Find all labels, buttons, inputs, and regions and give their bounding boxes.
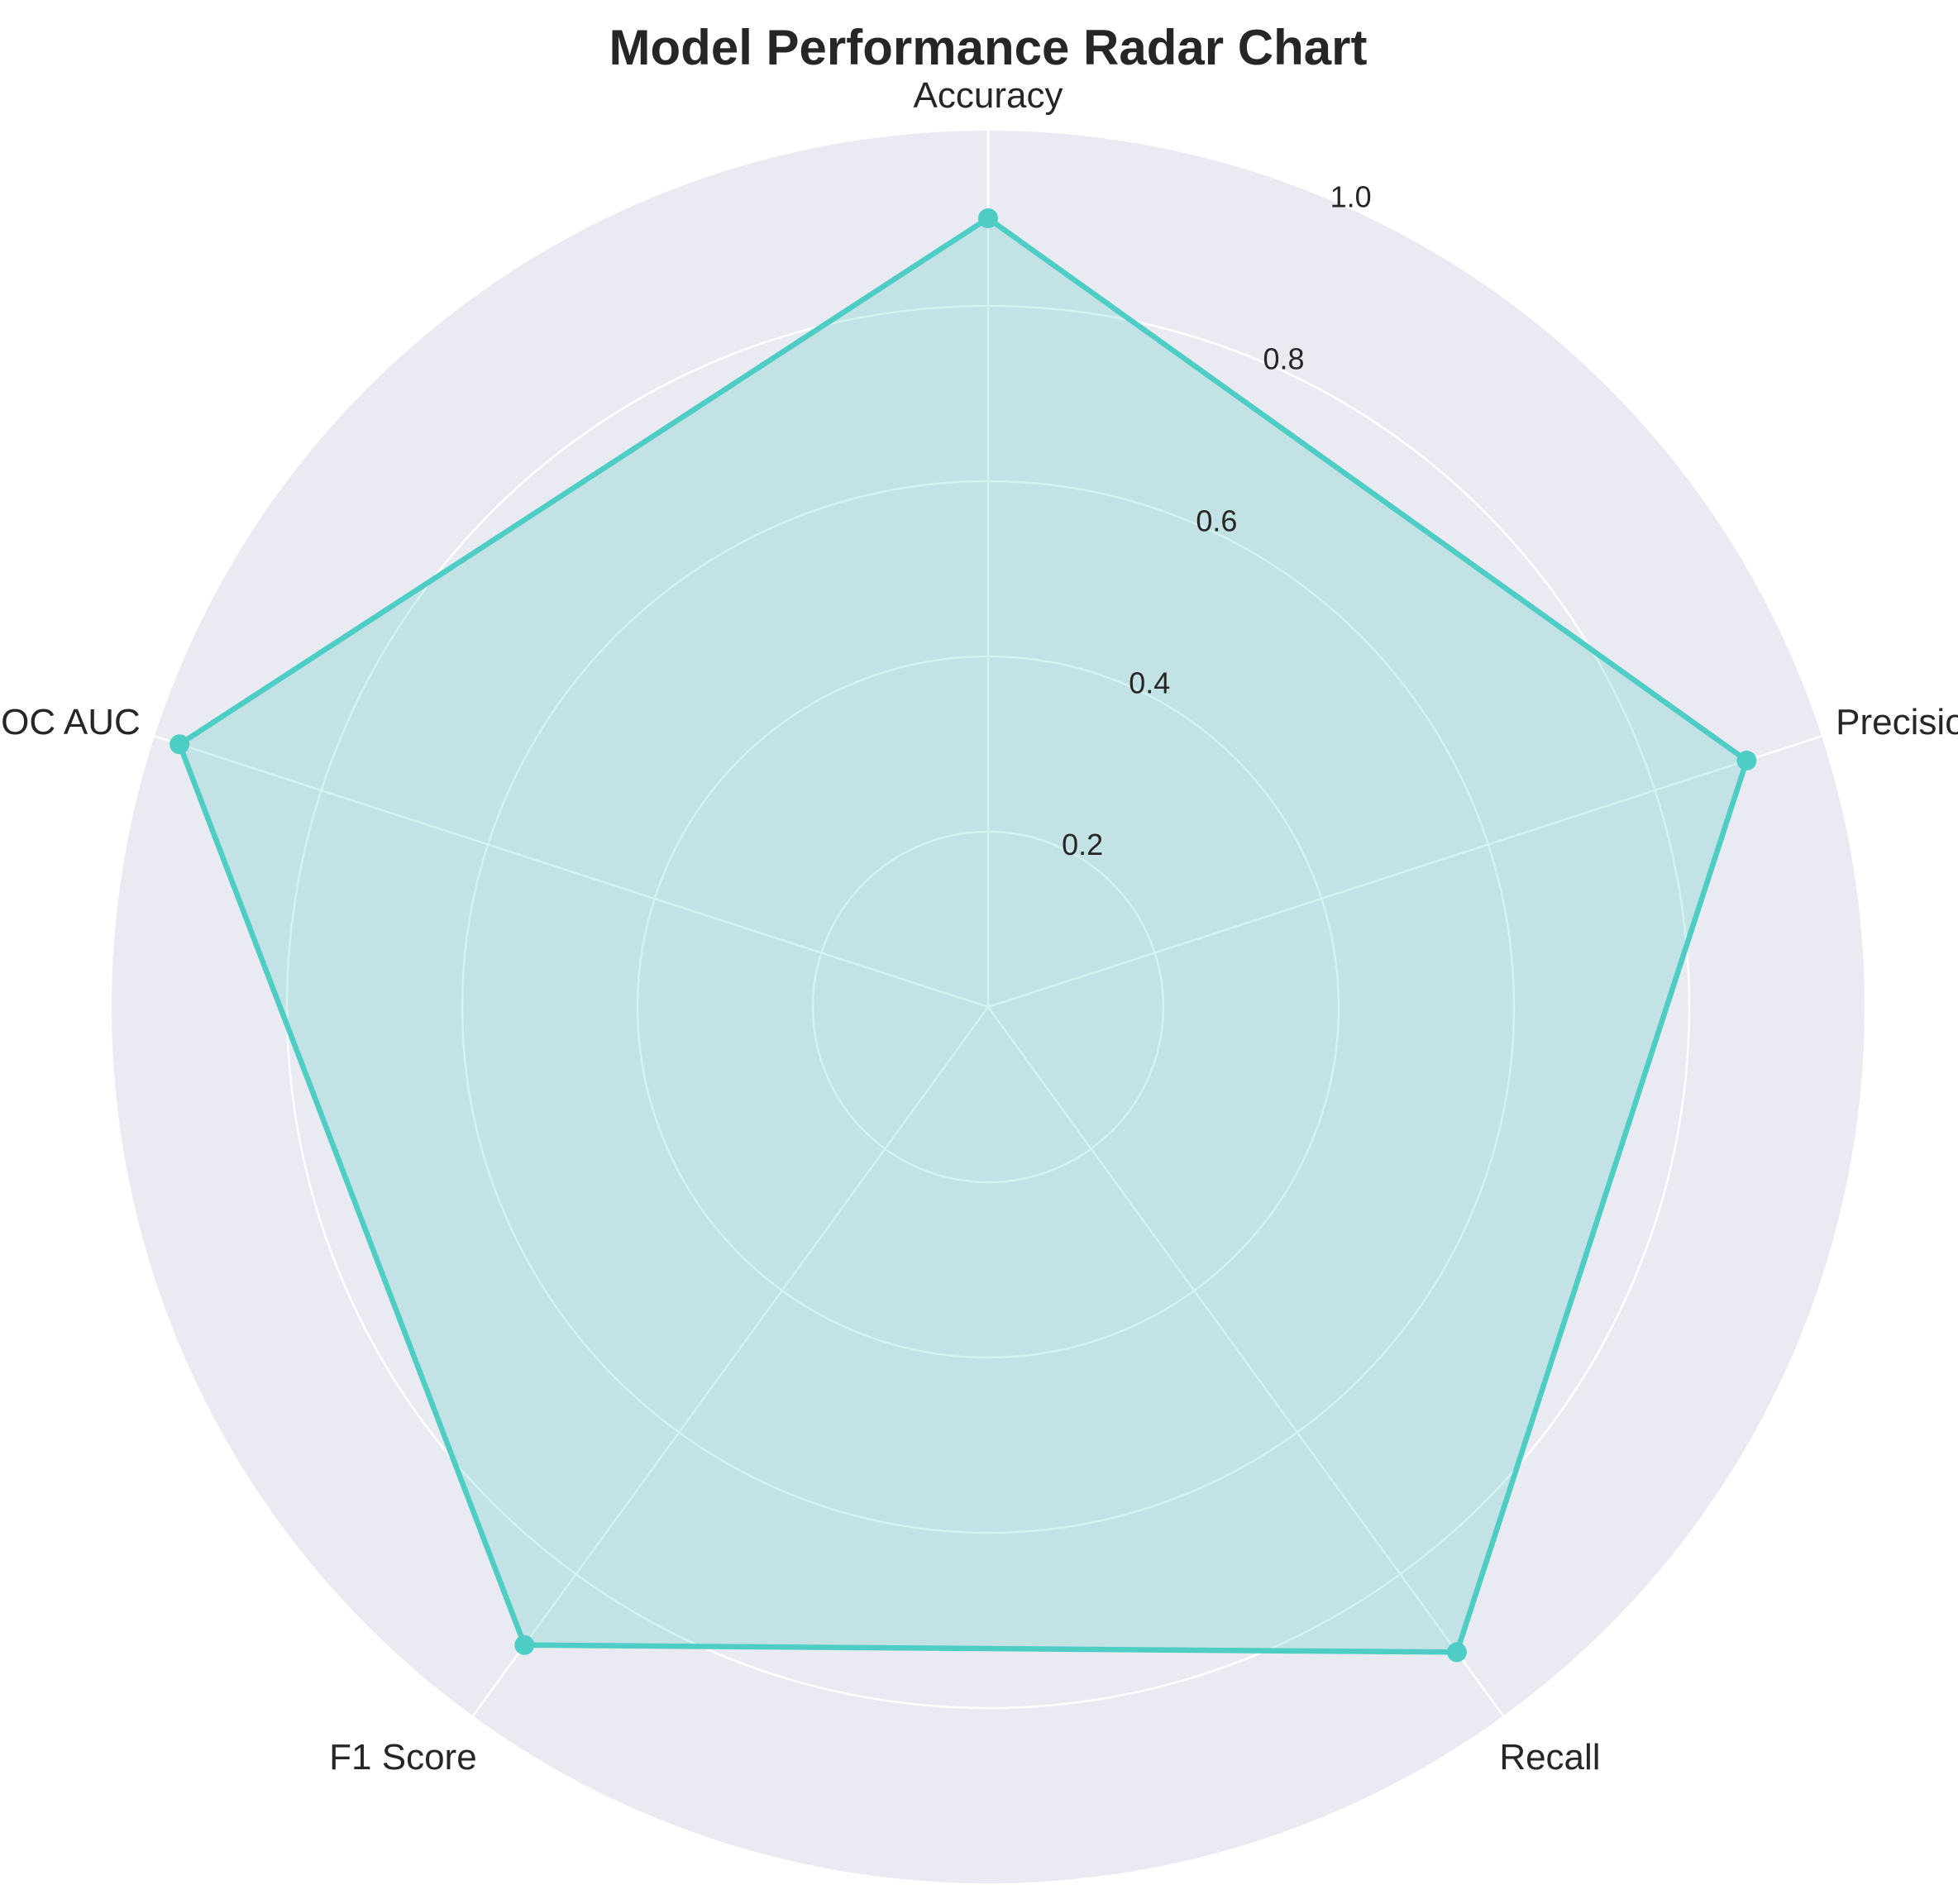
series-fill-area [179, 218, 1747, 1653]
series-line [176, 215, 1750, 1655]
spoke-line [471, 1006, 990, 1717]
data-point-marker [514, 1634, 535, 1655]
data-point-marker [978, 208, 998, 228]
spoke-line [986, 1006, 1505, 1717]
spoke-line [987, 735, 1822, 1009]
radar-plot-area: 0.2 0.4 0.6 0.8 1.0 Accuracy Precision Recall F1… [0, 75, 1958, 1883]
category-label: F1 Score [329, 1737, 477, 1778]
r-tick-label: 0.4 [1129, 666, 1170, 699]
data-point-marker [1446, 1642, 1467, 1663]
category-label: Accuracy [914, 75, 1063, 116]
category-label: Recall [1499, 1737, 1600, 1778]
r-tick-label: 0.2 [1062, 828, 1103, 861]
data-point-marker [170, 734, 190, 755]
category-label: Precision [1836, 702, 1958, 742]
chart-title: Model Performance Radar Chart [609, 20, 1368, 75]
r-tick-label: 1.0 [1330, 180, 1372, 214]
category-label: ROC AUC [0, 702, 141, 742]
r-tick-label: 0.8 [1263, 342, 1305, 376]
data-point-marker [1736, 750, 1757, 771]
spoke-line [154, 735, 989, 1009]
r-tick-label: 0.6 [1196, 503, 1237, 537]
